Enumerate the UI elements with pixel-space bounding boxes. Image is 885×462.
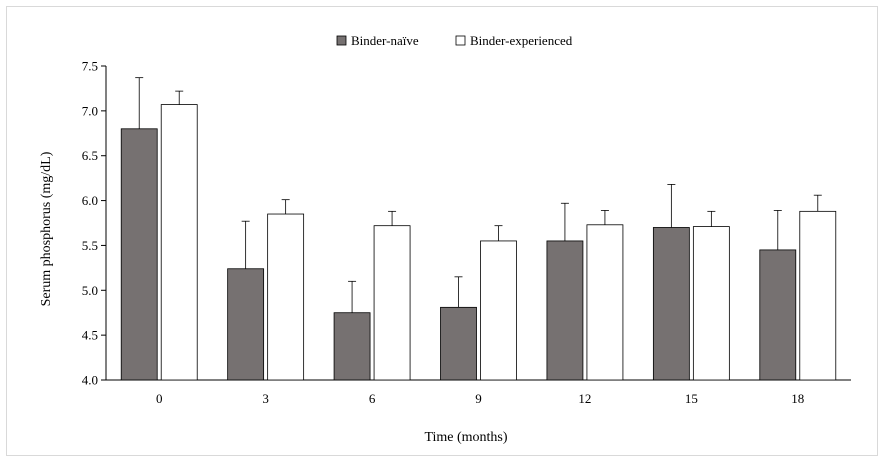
y-tick-label: 6.5 (82, 148, 98, 163)
x-tick-label: 3 (262, 391, 269, 406)
bar-binder-experienced (267, 213, 305, 381)
bar-binder-naive (333, 312, 371, 381)
y-tick-label: 4.0 (82, 373, 98, 388)
y-axis-title: Serum phosphorus (mg/dL) (39, 151, 54, 306)
legend-swatch-binder-experienced (455, 35, 466, 46)
y-tick-label: 4.5 (82, 328, 98, 343)
bar-binder-experienced (799, 210, 837, 381)
bar-binder-experienced (692, 226, 730, 381)
x-axis-ticks: 0 3 6 9 12 15 18 (156, 391, 804, 406)
legend-label-binder-experienced: Binder-experienced (470, 33, 573, 48)
x-tick-label: 0 (156, 391, 163, 406)
bar-binder-naive (440, 306, 477, 381)
y-tick-label: 7.5 (82, 59, 98, 74)
y-tick-label: 5.5 (82, 238, 98, 253)
legend-label-binder-naive: Binder-naïve (351, 33, 419, 48)
legend: Binder-naïve Binder-experienced (336, 33, 573, 48)
bar-binder-naive (120, 128, 158, 381)
x-axis-title: Time (months) (424, 430, 507, 445)
bars (120, 77, 837, 381)
bar-binder-naive (546, 240, 584, 381)
bar-binder-experienced (373, 225, 411, 381)
x-tick-label: 15 (685, 391, 698, 406)
bar-binder-naive (227, 268, 265, 381)
bar-chart: Binder-naïve Binder-experienced Serum ph… (39, 33, 851, 445)
y-tick-label: 5.0 (82, 283, 98, 298)
bar-binder-experienced (586, 224, 624, 381)
legend-swatch-binder-naive (336, 35, 347, 46)
chart-frame: Binder-naïve Binder-experienced Serum ph… (6, 6, 878, 456)
bar-binder-experienced (160, 104, 198, 381)
y-axis-ticks: 4.0 4.5 5.0 5.5 6.0 6.5 7.0 7.5 (82, 59, 106, 388)
x-tick-label: 9 (475, 391, 482, 406)
bar-binder-experienced (480, 240, 517, 381)
x-tick-label: 18 (791, 391, 804, 406)
y-tick-label: 7.0 (82, 103, 98, 118)
bar-binder-naive (759, 249, 797, 381)
bar-binder-naive (652, 227, 690, 381)
x-tick-label: 12 (578, 391, 591, 406)
x-tick-label: 6 (369, 391, 376, 406)
y-tick-label: 6.0 (82, 193, 98, 208)
